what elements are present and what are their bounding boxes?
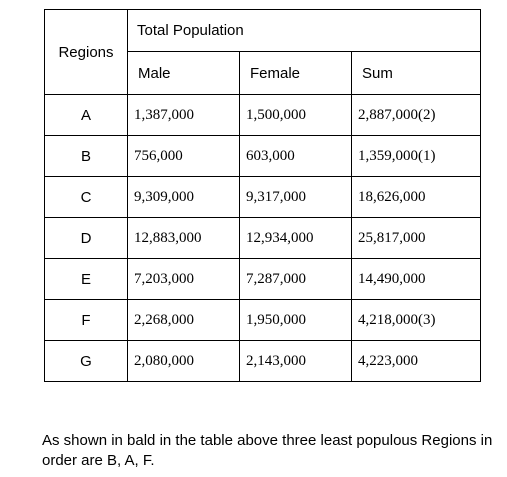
sum-cell: 18,626,000 [351,176,481,218]
male-cell: 7,203,000 [127,258,240,300]
male-cell: 12,883,000 [127,217,240,259]
region-cell: F [44,299,128,341]
female-cell: 9,317,000 [239,176,352,218]
female-cell: 1,950,000 [239,299,352,341]
sum-cell: 4,218,000(3) [351,299,481,341]
table-row: B 756,000 603,000 1,359,000(1) [44,135,481,177]
region-cell: G [44,340,128,382]
table-subheader-row: Male Female Sum [45,51,481,95]
header-regions: Regions [44,9,128,95]
explanation-note: As shown in bald in the table above thre… [42,432,493,469]
population-table: Regions Total Population Male Female Sum… [44,9,481,382]
region-cell: B [44,135,128,177]
region-cell: E [44,258,128,300]
table-row: F 2,268,000 1,950,000 4,218,000(3) [44,299,481,341]
female-cell: 12,934,000 [239,217,352,259]
header-sum: Sum [351,51,481,95]
sum-cell: 25,817,000 [351,217,481,259]
female-cell: 2,143,000 [239,340,352,382]
male-cell: 2,080,000 [127,340,240,382]
sum-cell: 14,490,000 [351,258,481,300]
table-row: E 7,203,000 7,287,000 14,490,000 [44,258,481,300]
header-male: Male [127,51,240,95]
table-row: A 1,387,000 1,500,000 2,887,000(2) [44,94,481,136]
table-header-row: Regions Total Population [44,9,481,95]
table-row: C 9,309,000 9,317,000 18,626,000 [44,176,481,218]
female-cell: 7,287,000 [239,258,352,300]
female-cell: 603,000 [239,135,352,177]
male-cell: 756,000 [127,135,240,177]
sum-cell: 1,359,000(1) [351,135,481,177]
male-cell: 9,309,000 [127,176,240,218]
sum-cell: 2,887,000(2) [351,94,481,136]
male-cell: 1,387,000 [127,94,240,136]
region-cell: D [44,217,128,259]
male-cell: 2,268,000 [127,299,240,341]
table-row: D 12,883,000 12,934,000 25,817,000 [44,217,481,259]
table-row: G 2,080,000 2,143,000 4,223,000 [44,340,481,382]
header-female: Female [239,51,352,95]
region-cell: C [44,176,128,218]
female-cell: 1,500,000 [239,94,352,136]
region-cell: A [44,94,128,136]
sum-cell: 4,223,000 [351,340,481,382]
header-total-population: Total Population [127,9,481,52]
